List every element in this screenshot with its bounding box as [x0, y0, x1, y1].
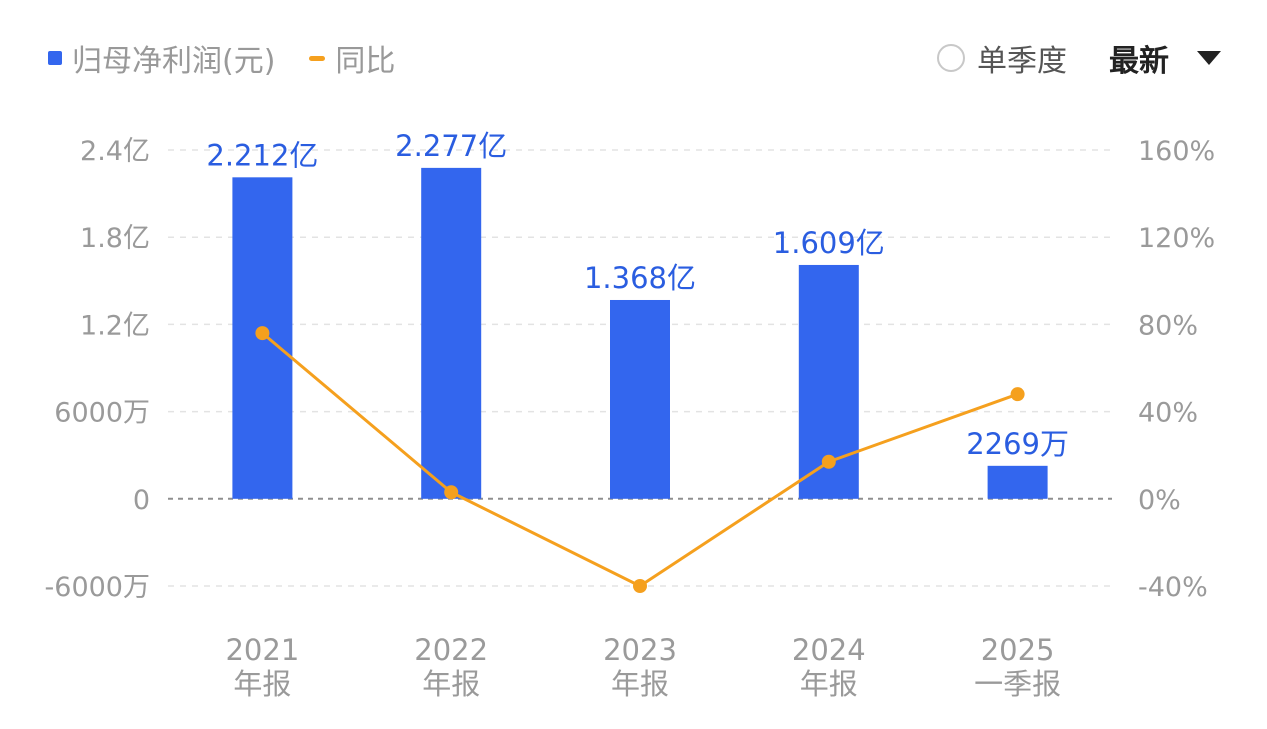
legend-bar-label: 归母净利润(元) [72, 44, 276, 79]
right-axis-tick-label: 80% [1138, 310, 1198, 341]
x-axis-tick-label: 年报 [233, 667, 291, 701]
bar [421, 167, 482, 499]
single-quarter-label: 单季度 [977, 44, 1067, 79]
right-axis-tick-label: 40% [1138, 398, 1198, 429]
single-quarter-radio[interactable]: 单季度 [937, 36, 1067, 80]
x-axis-tick-label: 2022 [414, 633, 488, 667]
x-axis-tick-label: 2021 [225, 633, 299, 667]
right-axis-tick-label: -40% [1138, 572, 1208, 603]
left-axis-tick-label: 2.4亿 [80, 136, 150, 167]
radio-circle-icon[interactable] [937, 44, 965, 72]
x-axis-tick-label: 年报 [422, 667, 480, 701]
yoy-point [1010, 387, 1025, 402]
bar [610, 299, 670, 499]
sort-dropdown[interactable]: 最新 [1109, 36, 1221, 80]
sort-dropdown-label: 最新 [1109, 44, 1169, 79]
x-axis-tick-label: 年报 [611, 667, 669, 701]
bar-data-label: 2269万 [966, 427, 1069, 461]
x-axis-tick-label: 2023 [603, 633, 677, 667]
bar [987, 465, 1048, 499]
right-axis-tick-label: 160% [1138, 136, 1215, 167]
x-axis-tick-label: 2025 [981, 633, 1055, 667]
chart-legend: 归母净利润(元) 同比 [48, 36, 395, 80]
yoy-point [633, 579, 647, 593]
right-axis-tick-label: 0% [1138, 485, 1181, 516]
bar-data-label: 2.212亿 [206, 138, 318, 172]
left-axis-tick-label: 1.8亿 [80, 223, 150, 254]
legend-bar-swatch [48, 51, 62, 65]
yoy-point [255, 326, 270, 341]
left-axis-tick-label: 0 [133, 485, 150, 516]
bar-data-label: 1.609亿 [773, 226, 885, 260]
left-axis-tick-label: 1.2亿 [80, 310, 150, 341]
x-axis-tick-label: 2024 [792, 633, 866, 667]
triangle-down-icon[interactable] [1197, 51, 1221, 65]
chart-controls: 单季度 最新 [937, 36, 1221, 80]
yoy-point [821, 454, 836, 469]
left-axis-tick-label: -6000万 [45, 572, 150, 603]
right-axis-tick-label: 120% [1138, 223, 1215, 254]
x-axis-tick-label: 年报 [800, 667, 858, 701]
x-axis-tick-label: 一季报 [974, 667, 1061, 701]
legend-line-label: 同比 [335, 44, 396, 79]
left-axis-tick-label: 6000万 [54, 398, 150, 429]
legend-line-swatch [309, 55, 326, 61]
yoy-point [444, 485, 459, 500]
bar-data-label: 1.368亿 [584, 261, 696, 295]
bar-data-label: 2.277亿 [395, 129, 507, 163]
